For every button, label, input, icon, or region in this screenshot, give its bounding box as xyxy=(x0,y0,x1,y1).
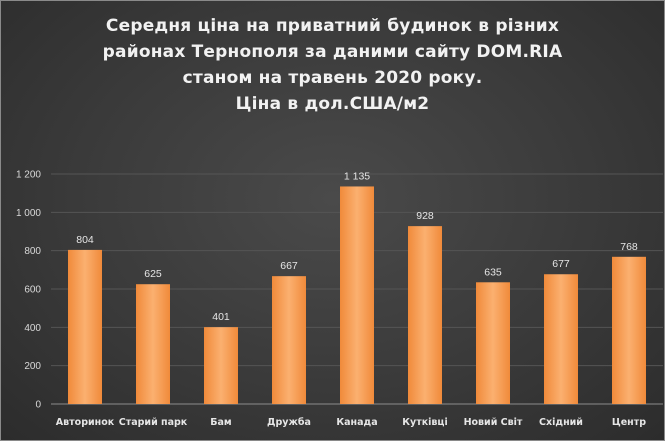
y-tick-label: 1 000 xyxy=(16,208,41,219)
bar xyxy=(136,284,170,404)
data-label: 401 xyxy=(212,311,230,323)
data-label: 1 135 xyxy=(344,170,370,182)
bar xyxy=(340,186,374,404)
y-tick-label: 600 xyxy=(24,285,41,296)
data-label: 804 xyxy=(76,234,94,246)
x-tick-label: Канада xyxy=(336,417,377,428)
bar xyxy=(204,327,238,404)
data-label: 677 xyxy=(552,258,570,270)
x-tick-label: Новий Світ xyxy=(464,417,523,428)
chart-title-line-2: районах Тернополя за даними сайту DOM.RI… xyxy=(102,42,563,62)
chart-title: Середня ціна на приватний будинок в різн… xyxy=(1,13,664,117)
x-tick-label: Центр xyxy=(612,417,646,428)
bar xyxy=(68,249,102,404)
y-tick-label: 200 xyxy=(24,361,41,372)
data-label: 635 xyxy=(484,266,502,278)
y-tick-label: 1 200 xyxy=(16,170,41,181)
data-label: 768 xyxy=(620,241,638,253)
bar xyxy=(272,276,306,404)
x-tick-label: Бам xyxy=(210,417,231,428)
x-tick-label: Старий парк xyxy=(119,417,188,428)
bar xyxy=(612,256,646,404)
chart-title-line-1: Середня ціна на приватний будинок в різн… xyxy=(105,16,560,36)
data-label: 667 xyxy=(280,260,298,272)
x-tick-label: Кутківці xyxy=(402,417,447,428)
y-tick-label: 0 xyxy=(35,400,41,411)
y-tick-label: 800 xyxy=(24,246,41,257)
data-label: 625 xyxy=(144,268,162,280)
x-tick-label: Східний xyxy=(539,417,583,428)
x-tick-label: Дружба xyxy=(267,417,311,428)
chart-title-line-3: станом на травень 2020 року. xyxy=(182,68,483,88)
bar xyxy=(476,282,510,404)
bar xyxy=(544,274,578,404)
y-tick-label: 400 xyxy=(24,323,41,334)
chart-title-line-4: Ціна в дол.США/м2 xyxy=(235,94,430,114)
data-label: 928 xyxy=(416,210,434,222)
bar xyxy=(408,226,442,404)
x-tick-label: Авторинок xyxy=(56,417,115,428)
